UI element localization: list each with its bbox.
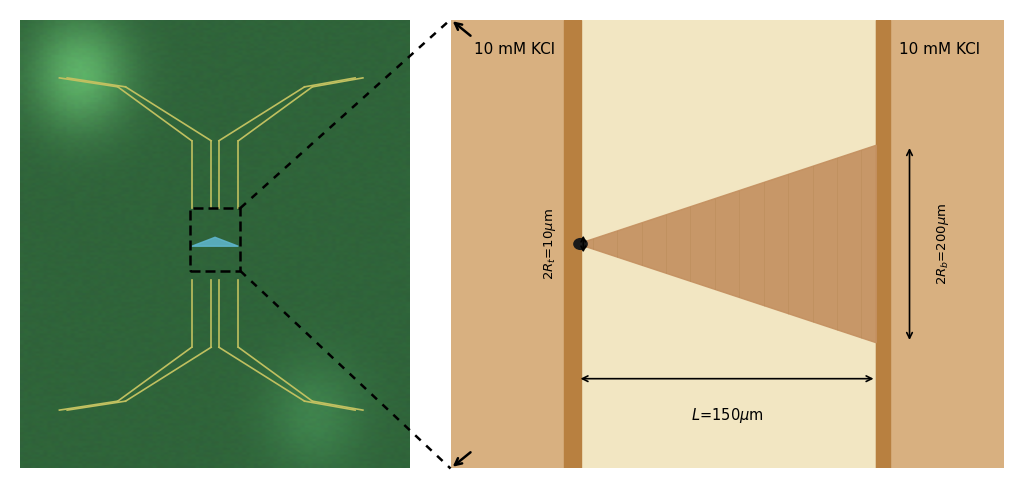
Text: 10 mM KCl: 10 mM KCl bbox=[899, 42, 980, 57]
Text: $2R_b$=200$\mu$m: $2R_b$=200$\mu$m bbox=[935, 203, 950, 285]
Bar bbox=[451, 20, 578, 468]
Bar bbox=[877, 20, 890, 468]
Text: $L$=150$\mu$m: $L$=150$\mu$m bbox=[691, 406, 763, 425]
Polygon shape bbox=[191, 237, 239, 246]
Polygon shape bbox=[578, 145, 877, 343]
Text: 10 mM KCl: 10 mM KCl bbox=[474, 42, 555, 57]
Bar bbox=[877, 20, 1004, 468]
Bar bbox=[564, 20, 581, 468]
Bar bbox=[189, 208, 241, 271]
Text: $2R_t$=10$\mu$m: $2R_t$=10$\mu$m bbox=[542, 208, 558, 280]
Circle shape bbox=[573, 239, 587, 249]
